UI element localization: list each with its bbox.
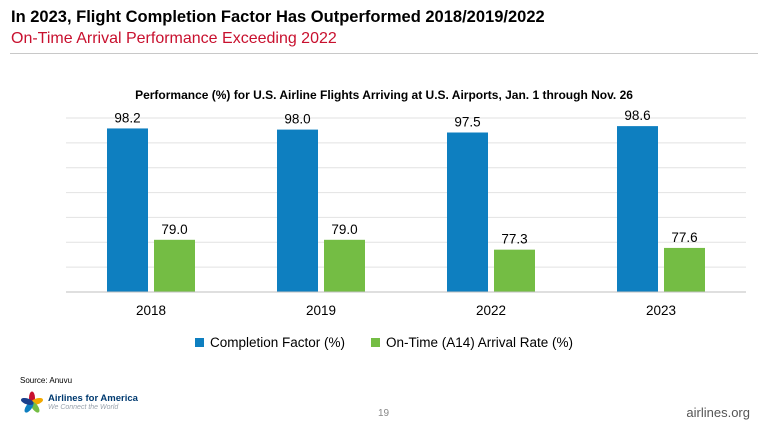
slide-title: In 2023, Flight Completion Factor Has Ou… xyxy=(11,8,545,26)
bar-completion-2019 xyxy=(277,129,318,292)
x-tick-label-2023: 2023 xyxy=(646,303,676,318)
bar-ontime-2023 xyxy=(664,247,705,292)
legend-swatch-ontime xyxy=(371,338,380,347)
data-label-completion-2019: 98.0 xyxy=(284,112,310,127)
bar-completion-2018 xyxy=(107,128,148,292)
airlines-for-america-logo: Airlines for America We Connect the Worl… xyxy=(20,391,138,415)
brand-tagline: We Connect the World xyxy=(48,404,119,412)
legend-label-completion: Completion Factor (%) xyxy=(209,335,345,350)
x-tick-label-2019: 2019 xyxy=(306,303,336,318)
data-label-ontime-2019: 79.0 xyxy=(331,222,357,237)
page-number: 19 xyxy=(378,408,390,419)
data-label-ontime-2018: 79.0 xyxy=(161,222,187,237)
bar-completion-2023 xyxy=(617,126,658,293)
data-label-completion-2018: 98.2 xyxy=(114,110,140,125)
data-label-completion-2023: 98.6 xyxy=(624,108,650,123)
source-note: Source: Anuvu xyxy=(20,376,73,385)
data-label-completion-2022: 97.5 xyxy=(454,115,480,130)
legend-label-ontime: On-Time (A14) Arrival Rate (%) xyxy=(386,335,574,350)
bar-ontime-2018 xyxy=(154,239,195,292)
website-link[interactable]: airlines.org xyxy=(686,405,750,420)
bar-completion-2022 xyxy=(447,132,488,292)
legend-item-ontime: On-Time (A14) Arrival Rate (%) xyxy=(371,335,573,350)
slide-subtitle: On-Time Arrival Performance Exceeding 20… xyxy=(11,30,337,47)
legend-item-completion: Completion Factor (%) xyxy=(194,335,345,350)
star-logo-icon xyxy=(20,391,44,413)
x-tick-label-2018: 2018 xyxy=(136,303,166,318)
brand-name: Airlines for America xyxy=(48,392,138,404)
data-label-ontime-2023: 77.6 xyxy=(671,230,697,245)
bar-ontime-2022 xyxy=(494,249,535,292)
title-divider xyxy=(10,53,758,54)
bar-ontime-2019 xyxy=(324,239,365,292)
data-label-ontime-2022: 77.3 xyxy=(501,232,527,247)
chart-title: Performance (%) for U.S. Airline Flights… xyxy=(135,88,633,102)
chart-legend: Completion Factor (%) On-Time (A14) Arri… xyxy=(0,335,768,350)
legend-swatch-completion xyxy=(194,338,204,347)
x-tick-label-2022: 2022 xyxy=(476,303,506,318)
